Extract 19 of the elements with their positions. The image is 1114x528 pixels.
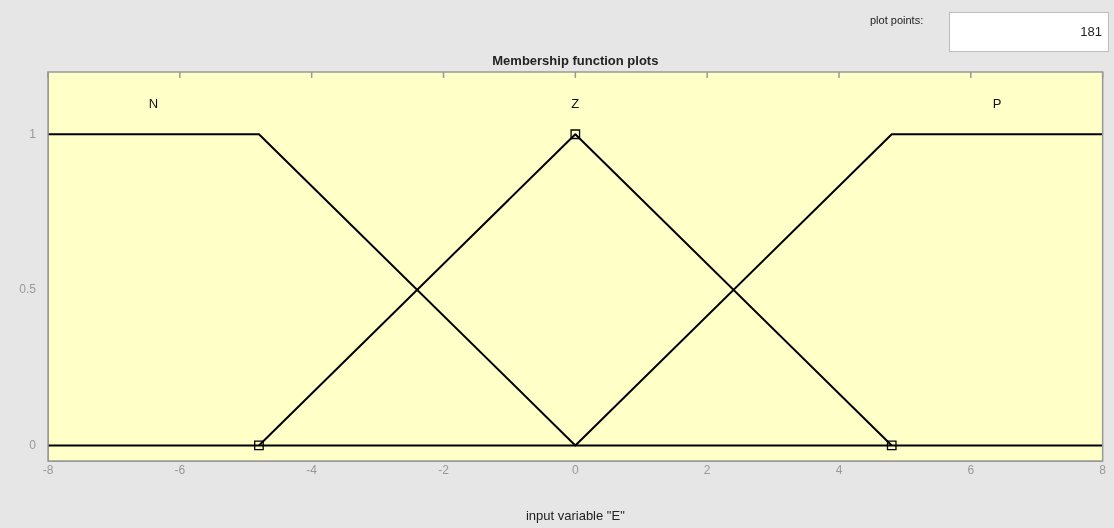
y-tick-label: 0 — [29, 437, 37, 452]
x-tick-label: -8 — [42, 462, 54, 477]
text: plot points: — [870, 14, 924, 26]
chart-title: Membership function plots — [492, 53, 659, 69]
x-tick-label: -6 — [174, 462, 186, 477]
x-tick-label: 2 — [703, 462, 711, 477]
x-tick-label: 4 — [835, 462, 843, 477]
x-tick-label: -4 — [306, 462, 318, 477]
y-tick-label: 1 — [29, 126, 37, 141]
x-tick-label: 8 — [1099, 462, 1107, 477]
x-tick-label: 0 — [571, 462, 579, 477]
x-tick-label: 6 — [967, 462, 975, 477]
text-field: 181 — [949, 12, 1109, 52]
series-label: P — [992, 95, 1002, 111]
x-axis-title: input variable "E" — [525, 507, 626, 523]
x-tick-label: -2 — [438, 462, 450, 477]
series-label: Z — [571, 95, 580, 111]
series-label: N — [148, 95, 159, 111]
y-tick-label: 0.5 — [19, 282, 37, 297]
